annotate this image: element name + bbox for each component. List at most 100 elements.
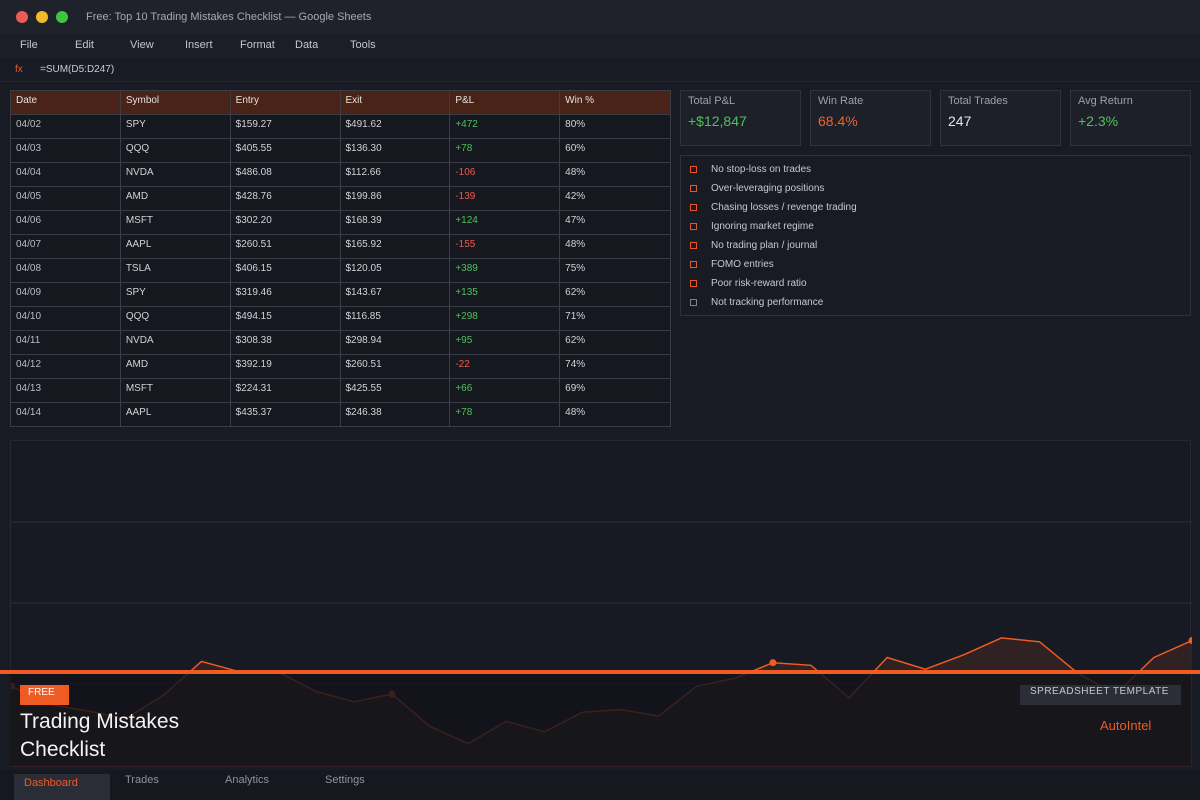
checkbox-icon[interactable] — [690, 222, 697, 230]
checkbox-icon[interactable] — [690, 241, 697, 249]
table-cell[interactable]: +95 — [449, 330, 561, 355]
table-cell[interactable]: $260.51 — [339, 354, 451, 379]
table-cell[interactable]: 62% — [559, 330, 671, 355]
column-header[interactable]: Exit — [339, 90, 451, 115]
table-cell[interactable]: 62% — [559, 282, 671, 307]
tab-trades[interactable]: Trades — [125, 774, 159, 786]
table-cell[interactable]: $246.38 — [339, 402, 451, 427]
table-cell[interactable]: 48% — [559, 402, 671, 427]
checklist-item[interactable]: FOMO entries — [690, 257, 774, 271]
table-cell[interactable]: $136.30 — [339, 138, 451, 163]
table-cell[interactable]: 04/14 — [10, 402, 121, 427]
table-cell[interactable]: -22 — [449, 354, 561, 379]
chart-point[interactable] — [1188, 637, 1193, 645]
table-cell[interactable]: $319.46 — [229, 282, 341, 307]
checklist-item[interactable]: Not tracking performance — [690, 295, 823, 309]
tab-analytics[interactable]: Analytics — [225, 774, 270, 786]
table-cell[interactable]: 04/10 — [10, 306, 121, 331]
checklist-item[interactable]: Chasing losses / revenge trading — [690, 200, 857, 214]
menu-data[interactable]: Data — [295, 39, 319, 51]
table-cell[interactable]: SPY — [119, 282, 231, 307]
table-cell[interactable]: $302.20 — [229, 210, 341, 235]
table-cell[interactable]: 71% — [559, 306, 671, 331]
checklist-item[interactable]: Poor risk-reward ratio — [690, 276, 807, 290]
table-cell[interactable]: 04/07 — [10, 234, 121, 259]
checkbox-icon[interactable] — [690, 298, 697, 306]
table-cell[interactable]: 04/05 — [10, 186, 121, 211]
checklist-item[interactable]: No trading plan / journal — [690, 238, 817, 252]
table-cell[interactable]: +124 — [449, 210, 561, 235]
table-cell[interactable]: 47% — [559, 210, 671, 235]
menu-format[interactable]: Format — [240, 39, 275, 51]
tab-dashboard[interactable]: Dashboard — [14, 774, 110, 800]
column-header[interactable]: Symbol — [119, 90, 231, 115]
column-header[interactable]: P&L — [449, 90, 561, 115]
menu-view[interactable]: View — [130, 39, 154, 51]
table-cell[interactable]: AMD — [119, 354, 231, 379]
table-cell[interactable]: $112.66 — [339, 162, 451, 187]
table-cell[interactable]: 48% — [559, 234, 671, 259]
maximize-window-button[interactable] — [56, 11, 68, 23]
table-cell[interactable]: 04/03 — [10, 138, 121, 163]
checkbox-icon[interactable] — [690, 260, 697, 268]
table-cell[interactable]: 80% — [559, 114, 671, 139]
tab-settings[interactable]: Settings — [325, 774, 365, 786]
checklist-item[interactable]: Over-leveraging positions — [690, 181, 824, 195]
table-cell[interactable]: QQQ — [119, 138, 231, 163]
table-cell[interactable]: 42% — [559, 186, 671, 211]
table-cell[interactable]: AAPL — [119, 402, 231, 427]
table-cell[interactable]: AAPL — [119, 234, 231, 259]
close-window-button[interactable] — [16, 11, 28, 23]
table-cell[interactable]: -139 — [449, 186, 561, 211]
table-cell[interactable]: 04/08 — [10, 258, 121, 283]
table-cell[interactable]: $199.86 — [339, 186, 451, 211]
checkbox-icon[interactable] — [690, 184, 697, 192]
table-cell[interactable]: 04/11 — [10, 330, 121, 355]
table-cell[interactable]: 04/02 — [10, 114, 121, 139]
table-cell[interactable]: $224.31 — [229, 378, 341, 403]
menu-file[interactable]: File — [20, 39, 38, 51]
table-cell[interactable]: +389 — [449, 258, 561, 283]
table-cell[interactable]: MSFT — [119, 378, 231, 403]
table-cell[interactable]: $260.51 — [229, 234, 341, 259]
table-cell[interactable]: 60% — [559, 138, 671, 163]
column-header[interactable]: Date — [10, 90, 121, 115]
table-cell[interactable]: 04/12 — [10, 354, 121, 379]
table-cell[interactable]: +66 — [449, 378, 561, 403]
table-cell[interactable]: $405.55 — [229, 138, 341, 163]
table-cell[interactable]: $486.08 — [229, 162, 341, 187]
table-cell[interactable]: 04/09 — [10, 282, 121, 307]
table-cell[interactable]: -106 — [449, 162, 561, 187]
table-cell[interactable]: +78 — [449, 402, 561, 427]
minimize-window-button[interactable] — [36, 11, 48, 23]
table-cell[interactable]: QQQ — [119, 306, 231, 331]
table-cell[interactable]: +78 — [449, 138, 561, 163]
checkbox-icon[interactable] — [690, 279, 697, 287]
table-cell[interactable]: 04/13 — [10, 378, 121, 403]
column-header[interactable]: Win % — [559, 90, 671, 115]
table-cell[interactable]: TSLA — [119, 258, 231, 283]
table-cell[interactable]: $298.94 — [339, 330, 451, 355]
table-cell[interactable]: 04/06 — [10, 210, 121, 235]
table-cell[interactable]: $435.37 — [229, 402, 341, 427]
table-cell[interactable]: $165.92 — [339, 234, 451, 259]
checkbox-icon[interactable] — [690, 203, 697, 211]
table-cell[interactable]: $116.85 — [339, 306, 451, 331]
table-cell[interactable]: $406.15 — [229, 258, 341, 283]
table-cell[interactable]: -155 — [449, 234, 561, 259]
table-cell[interactable]: $425.55 — [339, 378, 451, 403]
menu-tools[interactable]: Tools — [350, 39, 376, 51]
checkbox-icon[interactable] — [690, 165, 697, 173]
menu-edit[interactable]: Edit — [75, 39, 94, 51]
table-cell[interactable]: $494.15 — [229, 306, 341, 331]
menu-insert[interactable]: Insert — [185, 39, 213, 51]
table-cell[interactable]: $308.38 — [229, 330, 341, 355]
checklist-item[interactable]: No stop-loss on trades — [690, 162, 811, 176]
table-cell[interactable]: NVDA — [119, 330, 231, 355]
table-cell[interactable]: $168.39 — [339, 210, 451, 235]
chart-point[interactable] — [769, 659, 777, 667]
table-cell[interactable]: +135 — [449, 282, 561, 307]
table-cell[interactable]: 69% — [559, 378, 671, 403]
table-cell[interactable]: $428.76 — [229, 186, 341, 211]
table-cell[interactable]: +472 — [449, 114, 561, 139]
